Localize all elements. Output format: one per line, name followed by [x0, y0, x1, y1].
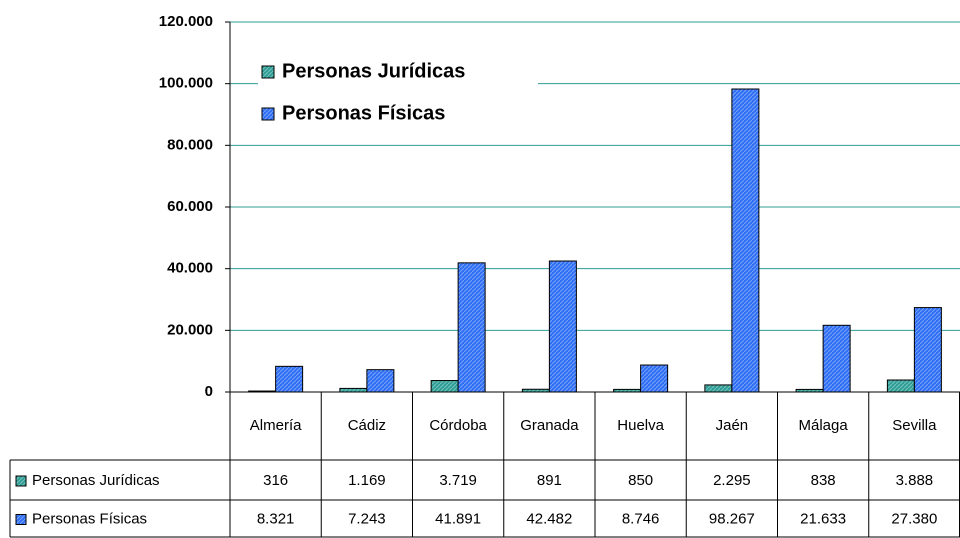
x-tick-label: Málaga	[799, 417, 849, 434]
table-cell: 98.267	[709, 510, 755, 527]
table-cell: 891	[537, 472, 562, 489]
y-tick-label: 40.000	[167, 260, 213, 277]
legend-key	[15, 475, 27, 487]
legend-key	[15, 514, 27, 525]
table-cell: 316	[263, 472, 288, 489]
y-tick-label: 20.000	[167, 321, 213, 338]
x-tick-label: Huelva	[617, 417, 664, 434]
bar	[822, 324, 851, 393]
legend-label: Personas Físicas	[282, 102, 445, 124]
table-row-label: Personas Físicas	[32, 510, 147, 527]
legend-box	[258, 52, 538, 130]
legend-key	[261, 107, 275, 121]
table-cell: 838	[811, 472, 836, 489]
y-tick-label: 120.000	[159, 13, 213, 30]
table-cell: 1.169	[348, 472, 386, 489]
table-cell: 850	[628, 472, 653, 489]
y-tick-label: 0	[205, 383, 213, 400]
bar	[640, 364, 669, 393]
x-tick-label: Cádiz	[348, 417, 386, 434]
bar	[886, 379, 915, 393]
legend-key	[261, 65, 275, 79]
bar	[704, 384, 733, 393]
bar	[366, 369, 395, 393]
bar	[731, 88, 760, 393]
x-tick-label: Sevilla	[892, 417, 937, 434]
table-cell: 41.891	[435, 510, 481, 527]
table-cell: 27.380	[891, 510, 937, 527]
table-cell: 8.746	[622, 510, 660, 527]
table-cell: 42.482	[526, 510, 572, 527]
y-tick-label: 80.000	[167, 136, 213, 153]
bar	[275, 365, 304, 393]
table-cell: 3.888	[896, 472, 934, 489]
y-tick-label: 60.000	[167, 198, 213, 215]
bar	[913, 307, 942, 393]
table-row-label: Personas Jurídicas	[32, 472, 160, 489]
bar	[548, 260, 577, 393]
x-tick-label: Granada	[520, 417, 579, 434]
legend-label: Personas Jurídicas	[282, 60, 465, 82]
x-tick-label: Almería	[250, 417, 302, 434]
bar	[339, 387, 368, 393]
bar	[457, 262, 486, 393]
x-tick-label: Jaén	[716, 417, 749, 434]
y-tick-label: 100.000	[159, 75, 213, 92]
table-cell: 3.719	[439, 472, 477, 489]
bar	[430, 380, 459, 393]
table-cell: 2.295	[713, 472, 751, 489]
table-cell: 21.633	[800, 510, 846, 527]
table-cell: 7.243	[348, 510, 386, 527]
table-cell: 8.321	[257, 510, 295, 527]
x-tick-label: Córdoba	[429, 417, 487, 434]
